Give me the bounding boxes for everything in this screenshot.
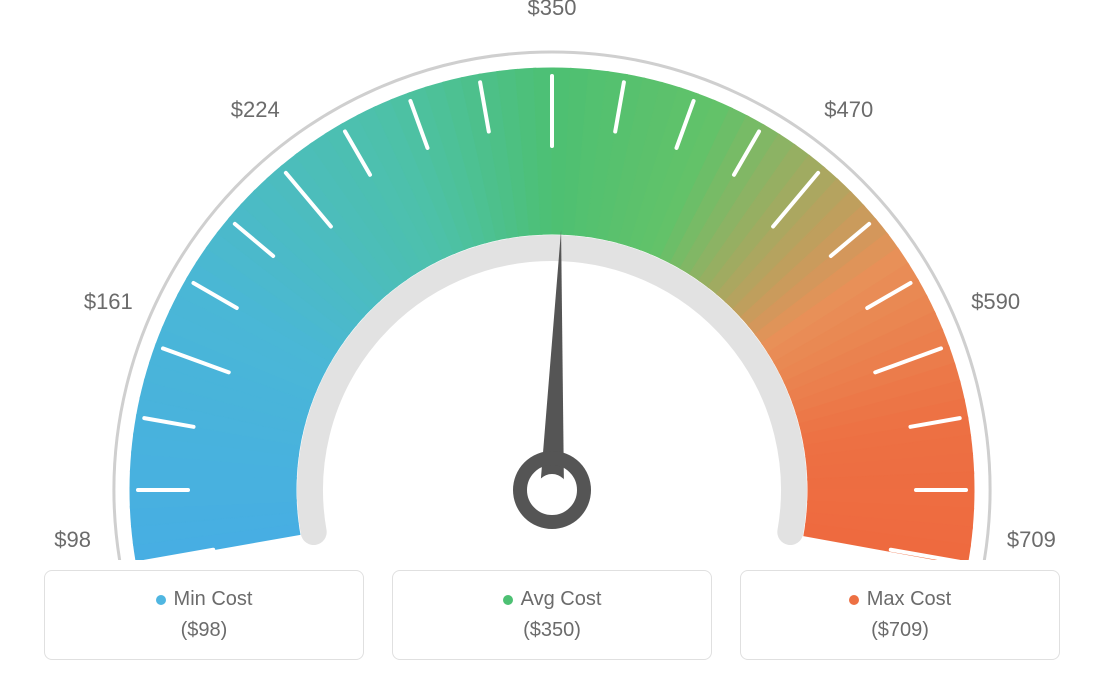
legend-dot-avg [503,595,513,605]
gauge-tick-label: $590 [971,289,1020,315]
legend-dot-min [156,595,166,605]
gauge-tick-label: $224 [231,97,280,123]
legend-title-avg: Avg Cost [503,588,602,611]
legend-value-min: ($98) [181,619,228,642]
gauge-tick-label: $161 [84,289,133,315]
legend-card-min: Min Cost ($98) [44,570,364,660]
legend-row: Min Cost ($98) Avg Cost ($350) Max Cost … [0,570,1104,660]
gauge-tick-label: $470 [824,97,873,123]
gauge-chart: $98 $161 $224 $350 $470 $590 $709 [0,0,1104,560]
legend-label-min: Min Cost [174,588,253,611]
legend-value-avg: ($350) [523,619,581,642]
legend-value-max: ($709) [871,619,929,642]
legend-title-min: Min Cost [156,588,253,611]
legend-card-avg: Avg Cost ($350) [392,570,712,660]
legend-card-max: Max Cost ($709) [740,570,1060,660]
legend-label-avg: Avg Cost [521,588,602,611]
legend-title-max: Max Cost [849,588,951,611]
legend-dot-max [849,595,859,605]
gauge-tick-label: $350 [528,0,577,21]
gauge-tick-label: $709 [1007,527,1056,553]
legend-label-max: Max Cost [867,588,951,611]
gauge-svg [0,0,1104,560]
gauge-tick-label: $98 [54,527,91,553]
